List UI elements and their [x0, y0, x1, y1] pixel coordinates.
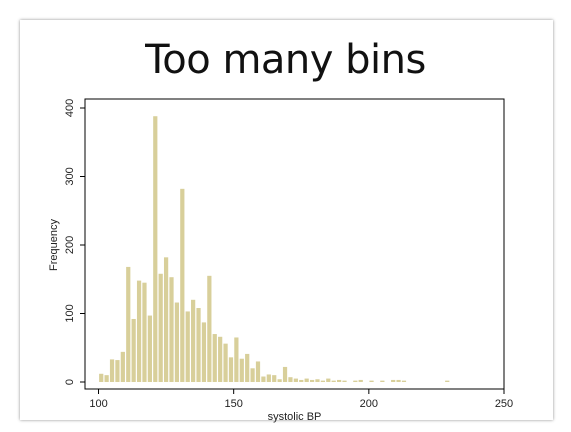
histogram-bar [369, 380, 374, 382]
histogram-bar [104, 375, 109, 382]
histogram-bar [163, 257, 169, 382]
histogram-bar [109, 359, 115, 382]
histogram-bar [201, 322, 207, 382]
histogram-bar [309, 379, 315, 382]
y-tick-label: 100 [64, 304, 76, 322]
histogram-bar [380, 380, 385, 382]
histogram-bar [401, 380, 407, 382]
histogram-bar [396, 379, 401, 382]
x-tick-label: 250 [495, 398, 513, 410]
histogram-bar [315, 379, 320, 382]
y-axis-label: Frequency [48, 219, 60, 271]
histogram-bar [196, 308, 201, 382]
x-axis: 100 150 200 250 [89, 389, 513, 410]
histogram-bar [120, 351, 125, 382]
histogram-bar [331, 380, 336, 382]
histogram-bar [288, 377, 293, 382]
histogram-bar [245, 353, 250, 382]
histogram-bar [126, 266, 131, 382]
histogram-bar [228, 357, 234, 382]
histogram-bar [277, 379, 282, 382]
histogram-bar [174, 302, 180, 382]
histogram-bar [223, 343, 228, 382]
histogram-bar [445, 380, 450, 382]
histogram-bar [391, 379, 396, 382]
histogram-bar [261, 376, 266, 382]
histogram-bar [142, 282, 147, 382]
histogram-bar [131, 318, 136, 382]
x-tick-label: 150 [224, 398, 242, 410]
histogram-bar [153, 116, 158, 382]
y-tick-label: 0 [64, 379, 76, 385]
y-tick-label: 300 [64, 167, 76, 185]
histogram-bar [304, 378, 309, 382]
y-tick-label: 400 [64, 99, 76, 117]
histogram-bar [169, 277, 174, 382]
slide-frame [20, 20, 553, 420]
histogram-bar [320, 380, 325, 382]
histogram-bar [180, 188, 185, 382]
histogram-bar [272, 375, 277, 382]
histogram-bar [342, 380, 347, 382]
histogram-bar [191, 299, 196, 382]
bars-group [99, 116, 450, 382]
histogram-bar [158, 273, 163, 382]
x-tick-label: 200 [360, 398, 378, 410]
histogram-bar [234, 337, 239, 382]
histogram-bar [358, 379, 363, 382]
histogram-bar [115, 360, 120, 382]
histogram-bar [136, 280, 142, 382]
y-tick-label: 200 [64, 236, 76, 254]
histogram-bar [185, 311, 190, 382]
histogram-bar [250, 368, 255, 382]
plot-area-frame [84, 98, 505, 390]
histogram-bar [326, 378, 331, 382]
histogram-bar [99, 373, 104, 382]
chart-title: Too many bins [145, 37, 426, 83]
histogram-bar [255, 361, 261, 382]
histogram-bar [336, 379, 342, 382]
histogram-bar [353, 380, 358, 382]
histogram-bar [147, 315, 152, 382]
y-axis: 0 100 200 300 400 [64, 99, 85, 385]
histogram-bar [266, 374, 271, 382]
histogram-bar [239, 358, 244, 382]
histogram-bar [282, 366, 288, 382]
histogram-bar [207, 275, 212, 382]
histogram-bar [299, 379, 304, 382]
histogram-bar [212, 334, 217, 382]
histogram-bar [293, 378, 298, 382]
x-axis-label: systolic BP [268, 411, 322, 423]
histogram-bar [218, 336, 223, 382]
x-tick-label: 100 [89, 398, 107, 410]
